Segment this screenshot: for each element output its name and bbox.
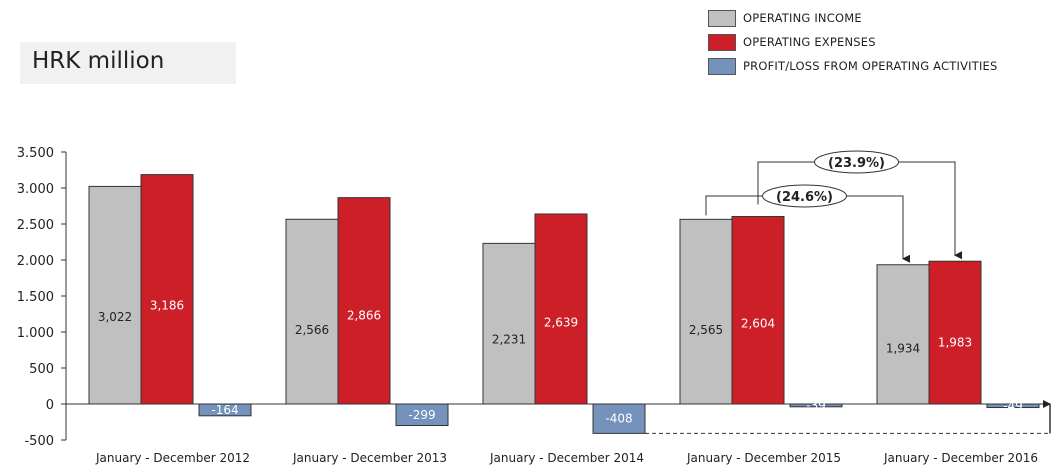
y-tick-label: 0 [46,398,54,413]
data-label: -164 [211,403,238,417]
change-bubble [814,150,899,174]
category-label: January - December 2012 [95,451,250,465]
category-label: January - December 2016 [883,451,1038,465]
bar [789,403,843,408]
y-tick-label: 3.000 [17,182,54,197]
y-tick-label: 3.500 [17,146,54,161]
legend-item-operating-expenses: OPERATING EXPENSES [708,30,998,54]
change-bubble [762,184,847,208]
bar [482,242,536,405]
y-tick-label: 2.000 [17,254,54,269]
bar [534,213,588,405]
legend-item-profit-loss: PROFIT/LOSS FROM OPERATING ACTIVITIES [708,54,998,78]
data-label: 1,934 [886,341,920,355]
data-label: 2,639 [544,315,578,329]
bar [876,264,930,405]
data-label: -408 [605,412,632,426]
category-label: January - December 2013 [292,451,447,465]
chart-annotations: (23.9%) (24.6%) [645,150,1051,434]
y-tick-label: 500 [29,362,54,377]
data-label: 3,186 [150,298,184,312]
bar [731,216,785,405]
y-tick-label: 2.500 [17,218,54,233]
data-label: 2,604 [741,316,775,330]
change-bracket [757,161,962,260]
legend-swatch-profit-loss [708,57,736,75]
category-label: January - December 2015 [686,451,841,465]
data-label: 2,231 [492,333,526,347]
data-label: 2,565 [689,323,723,337]
data-label: 2,566 [295,323,329,337]
chart-bars [88,174,1040,434]
bar [198,403,252,417]
change-label: (24.6%) [776,190,833,205]
change-label: (23.9%) [828,156,885,171]
data-label: 1,983 [938,336,972,350]
bar [395,403,449,427]
bar [592,403,646,434]
chart-legend: OPERATING INCOME OPERATING EXPENSES PROF… [708,6,998,78]
data-label: 3,022 [98,310,132,324]
unit-label-box [20,42,236,84]
legend-swatch-operating-income [708,9,736,27]
category-label: January - December 2014 [489,451,644,465]
chart-axes: -500 0 500 1.000 1.500 2.000 2.500 3.000 3.500 Ja… [17,146,1050,465]
data-label: -49 [1003,399,1023,413]
y-tick-label: 1.000 [17,326,54,341]
bar [285,218,339,405]
bar [928,260,982,405]
legend-label-operating-expenses: OPERATING EXPENSES [743,35,876,49]
legend-item-operating-income: OPERATING INCOME [708,6,998,30]
y-tick-label: -500 [24,434,54,449]
chart-data-labels: 3,022 2,566 2,231 2,565 1,934 3,186 2,866 2,639… [98,298,1023,425]
legend-swatch-operating-expenses [708,33,736,51]
data-label: -299 [408,408,435,422]
data-label: 2,866 [347,308,381,322]
bar [679,218,733,405]
data-label: -39 [806,398,826,412]
bar [88,185,142,405]
bar [140,174,194,405]
unit-label: HRK million [32,48,165,74]
legend-label-operating-income: OPERATING INCOME [743,11,862,25]
y-tick-label: 1.500 [17,290,54,305]
bar [337,197,391,405]
legend-label-profit-loss: PROFIT/LOSS FROM OPERATING ACTIVITIES [743,59,998,73]
bar [986,403,1040,409]
